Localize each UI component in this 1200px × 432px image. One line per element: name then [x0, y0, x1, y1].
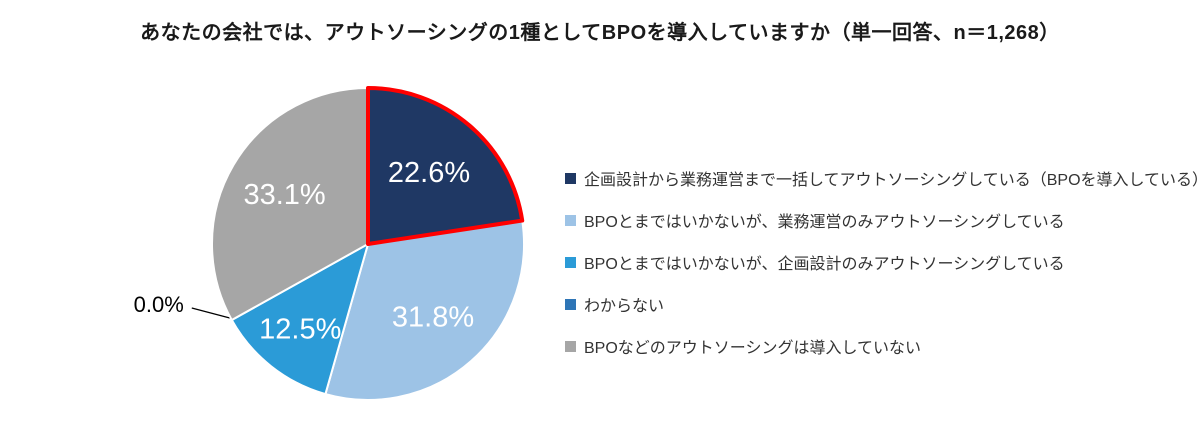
pie-slice — [324, 219, 525, 401]
legend-item: BPOとまではいかないが、業務運営のみアウトソーシングしている — [565, 208, 1200, 232]
legend-label: BPOとまではいかないが、業務運営のみアウトソーシングしている — [584, 214, 1065, 231]
legend-swatch-icon — [565, 340, 576, 352]
legend-item: BPOとまではいかないが、企画設計のみアウトソーシングしている — [565, 250, 1200, 274]
legend-swatch-icon — [565, 298, 576, 310]
legend-label: BPOなどのアウトソーシングは導入していない — [584, 340, 921, 357]
legend-swatch-icon — [565, 256, 576, 268]
legend-label: BPOとまではいかないが、企画設計のみアウトソーシングしている — [584, 256, 1065, 273]
legend-item: BPOなどのアウトソーシングは導入していない — [565, 334, 1200, 358]
slice-label: 33.1% — [243, 179, 325, 211]
pie-slice — [230, 241, 370, 396]
legend-item: わからない — [565, 292, 1200, 316]
legend-label: わからない — [584, 298, 665, 315]
chart-legend: 企画設計から業務運営まで一括してアウトソーシングしている（BPOを導入している）… — [565, 166, 1200, 358]
pie-slice — [211, 86, 369, 322]
slice-label: 22.6% — [388, 157, 470, 189]
legend-item: 企画設計から業務運営まで一括してアウトソーシングしている（BPOを導入している） — [565, 166, 1200, 190]
slice-label: 31.8% — [392, 302, 474, 334]
legend-label: 企画設計から業務運営まで一括してアウトソーシングしている（BPOを導入している） — [584, 172, 1200, 189]
highlight-outline — [366, 86, 525, 246]
legend-swatch-icon — [565, 172, 576, 184]
chart-title: あなたの会社では、アウトソーシングの1種としてBPOを導入していますか（単一回答… — [140, 22, 1060, 44]
slice-label-outside: 0.0% — [134, 292, 184, 317]
leader-line — [191, 307, 230, 319]
legend-swatch-icon — [565, 214, 576, 226]
slice-label: 12.5% — [259, 314, 341, 346]
